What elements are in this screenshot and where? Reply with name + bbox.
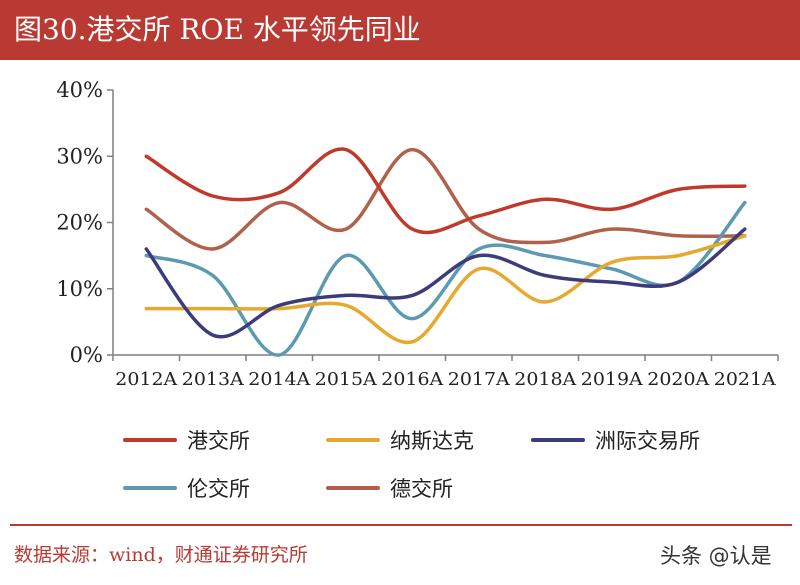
roe-line-chart: 0%10%20%30%40%2012A 2013A 2014A 2015A 2016A 2…: [56, 78, 779, 501]
footer-divider: [10, 524, 792, 526]
legend-label: 港交所: [187, 429, 250, 453]
legend-label: 洲际交易所: [595, 429, 700, 453]
x-tick-label: 2013A: [182, 369, 245, 390]
series-line-5: [144, 147, 747, 251]
source-note: 数据来源：wind，财通证券研究所: [14, 544, 308, 566]
x-tick-label: 2014A: [248, 369, 311, 390]
legend-label: 伦交所: [187, 477, 250, 501]
x-tick-label: 2021A: [714, 369, 777, 390]
x-tick-label: 2015A: [315, 369, 378, 390]
x-tick-label: 2012A: [115, 369, 178, 390]
chart-title: 图30.港交所 ROE 水平领先同业: [14, 13, 421, 46]
y-tick-label: 0%: [70, 343, 103, 367]
y-tick-label: 40%: [56, 78, 103, 102]
y-tick-label: 30%: [56, 144, 103, 168]
series-line-1: [144, 147, 747, 235]
y-tick-label: 20%: [56, 211, 103, 235]
legend-label: 纳斯达克: [390, 429, 474, 453]
series-line-2: [144, 234, 747, 345]
y-tick-label: 10%: [56, 277, 103, 301]
title-bar: 图30.港交所 ROE 水平领先同业: [0, 0, 800, 60]
x-tick-label: 2019A: [581, 369, 644, 390]
legend-label: 德交所: [390, 477, 453, 501]
x-tick-label: 2018A: [514, 369, 577, 390]
series-line-3: [144, 227, 747, 339]
series-line-4: [144, 200, 747, 357]
watermark: 头条 @认是: [660, 544, 772, 568]
x-tick-label: 2020A: [647, 369, 710, 390]
x-tick-label: 2017A: [448, 369, 511, 390]
x-tick-label: 2016A: [381, 369, 444, 390]
